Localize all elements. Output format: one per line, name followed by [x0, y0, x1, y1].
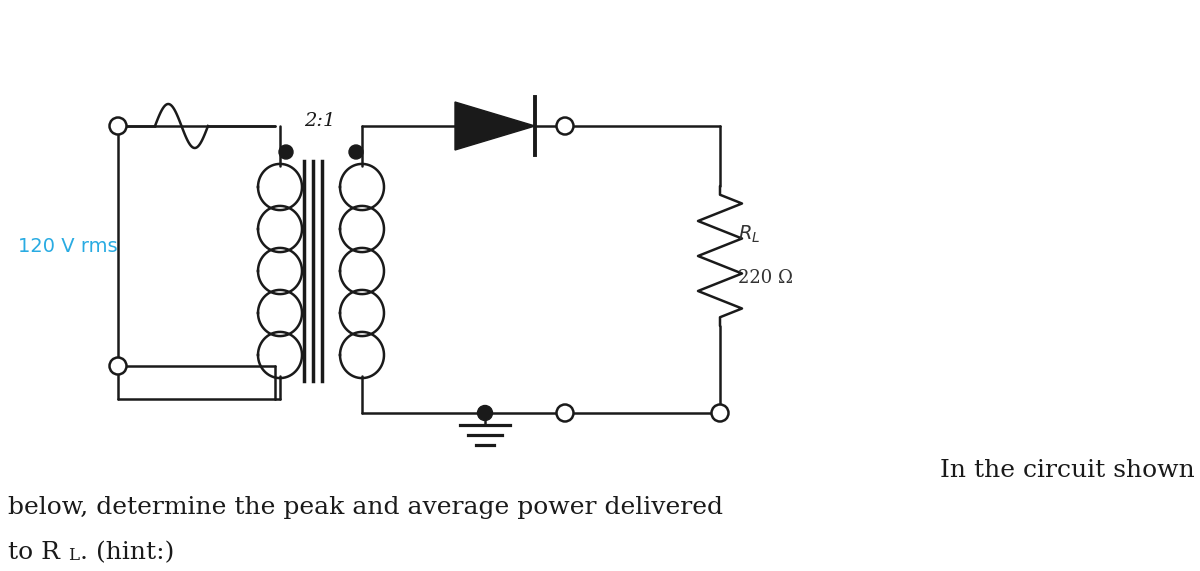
Circle shape [557, 404, 574, 421]
Text: 220 Ω: 220 Ω [738, 269, 793, 287]
Circle shape [278, 145, 293, 159]
Text: In the circuit shown: In the circuit shown [941, 459, 1195, 482]
Polygon shape [455, 102, 535, 150]
Text: . (hint:): . (hint:) [80, 541, 174, 564]
Circle shape [478, 405, 492, 420]
Circle shape [712, 404, 728, 421]
Text: L: L [68, 547, 79, 564]
Circle shape [109, 118, 126, 135]
Text: to R: to R [8, 541, 60, 564]
Circle shape [349, 145, 364, 159]
Text: $R_L$: $R_L$ [738, 223, 761, 244]
Circle shape [109, 357, 126, 375]
Circle shape [557, 118, 574, 135]
Text: 120 V rms: 120 V rms [18, 236, 118, 255]
Text: below, determine the peak and average power delivered: below, determine the peak and average po… [8, 496, 722, 519]
Text: 2:1: 2:1 [305, 112, 336, 130]
